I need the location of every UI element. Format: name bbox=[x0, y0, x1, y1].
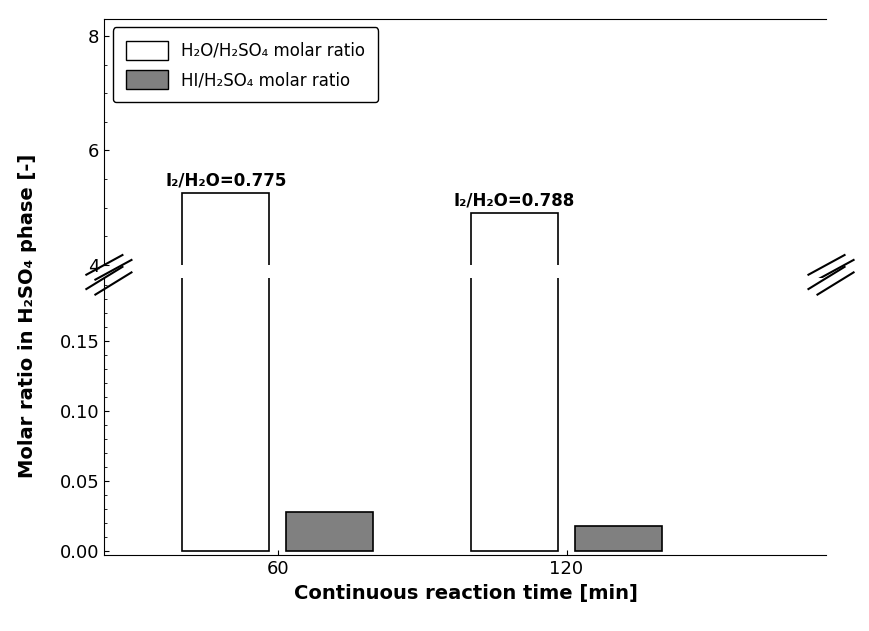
Bar bbox=[574, 526, 661, 551]
X-axis label: Continuous reaction time [min]: Continuous reaction time [min] bbox=[293, 584, 637, 603]
Bar bbox=[286, 512, 373, 551]
Text: I₂/H₂O=0.788: I₂/H₂O=0.788 bbox=[454, 191, 574, 209]
Bar bbox=[182, 0, 269, 551]
Bar bbox=[286, 492, 373, 493]
Text: Molar ratio in H₂SO₄ phase [-]: Molar ratio in H₂SO₄ phase [-] bbox=[18, 153, 37, 478]
Text: I₂/H₂O=0.775: I₂/H₂O=0.775 bbox=[165, 172, 286, 189]
Legend: H₂O/H₂SO₄ molar ratio, HI/H₂SO₄ molar ratio: H₂O/H₂SO₄ molar ratio, HI/H₂SO₄ molar ra… bbox=[113, 27, 378, 102]
Bar bbox=[182, 193, 269, 493]
Bar bbox=[471, 213, 557, 493]
Bar bbox=[471, 0, 557, 551]
